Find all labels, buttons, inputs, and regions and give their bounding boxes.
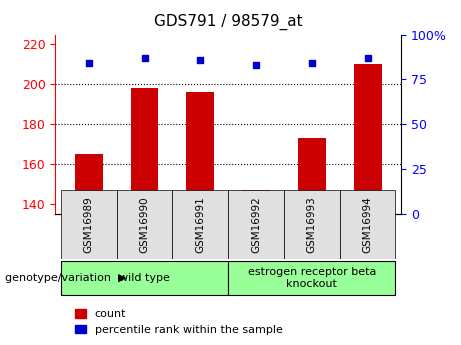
- Point: [197, 57, 204, 62]
- Title: GDS791 / 98579_at: GDS791 / 98579_at: [154, 14, 302, 30]
- Text: GSM16992: GSM16992: [251, 196, 261, 253]
- Point: [141, 55, 148, 61]
- Text: GSM16994: GSM16994: [363, 196, 372, 253]
- FancyBboxPatch shape: [172, 190, 228, 259]
- Text: wild type: wild type: [119, 273, 170, 283]
- FancyBboxPatch shape: [284, 190, 340, 259]
- FancyBboxPatch shape: [228, 190, 284, 259]
- Text: GSM16990: GSM16990: [140, 196, 149, 253]
- Text: estrogen receptor beta
knockout: estrogen receptor beta knockout: [248, 267, 376, 288]
- Point: [252, 62, 260, 68]
- Bar: [298, 138, 326, 204]
- FancyBboxPatch shape: [228, 261, 396, 295]
- Point: [85, 60, 93, 66]
- Text: GSM16991: GSM16991: [195, 196, 205, 253]
- Legend: count, percentile rank within the sample: count, percentile rank within the sample: [70, 305, 287, 339]
- Bar: [130, 88, 159, 204]
- Bar: [186, 92, 214, 204]
- Bar: [75, 154, 103, 204]
- Text: GSM16993: GSM16993: [307, 196, 317, 253]
- Bar: [242, 190, 270, 204]
- FancyBboxPatch shape: [117, 190, 172, 259]
- Bar: [354, 65, 382, 204]
- Point: [308, 60, 315, 66]
- FancyBboxPatch shape: [61, 261, 228, 295]
- Point: [364, 55, 371, 61]
- Text: genotype/variation  ▶: genotype/variation ▶: [5, 273, 126, 283]
- FancyBboxPatch shape: [61, 190, 117, 259]
- Text: GSM16989: GSM16989: [84, 196, 94, 253]
- FancyBboxPatch shape: [340, 190, 396, 259]
